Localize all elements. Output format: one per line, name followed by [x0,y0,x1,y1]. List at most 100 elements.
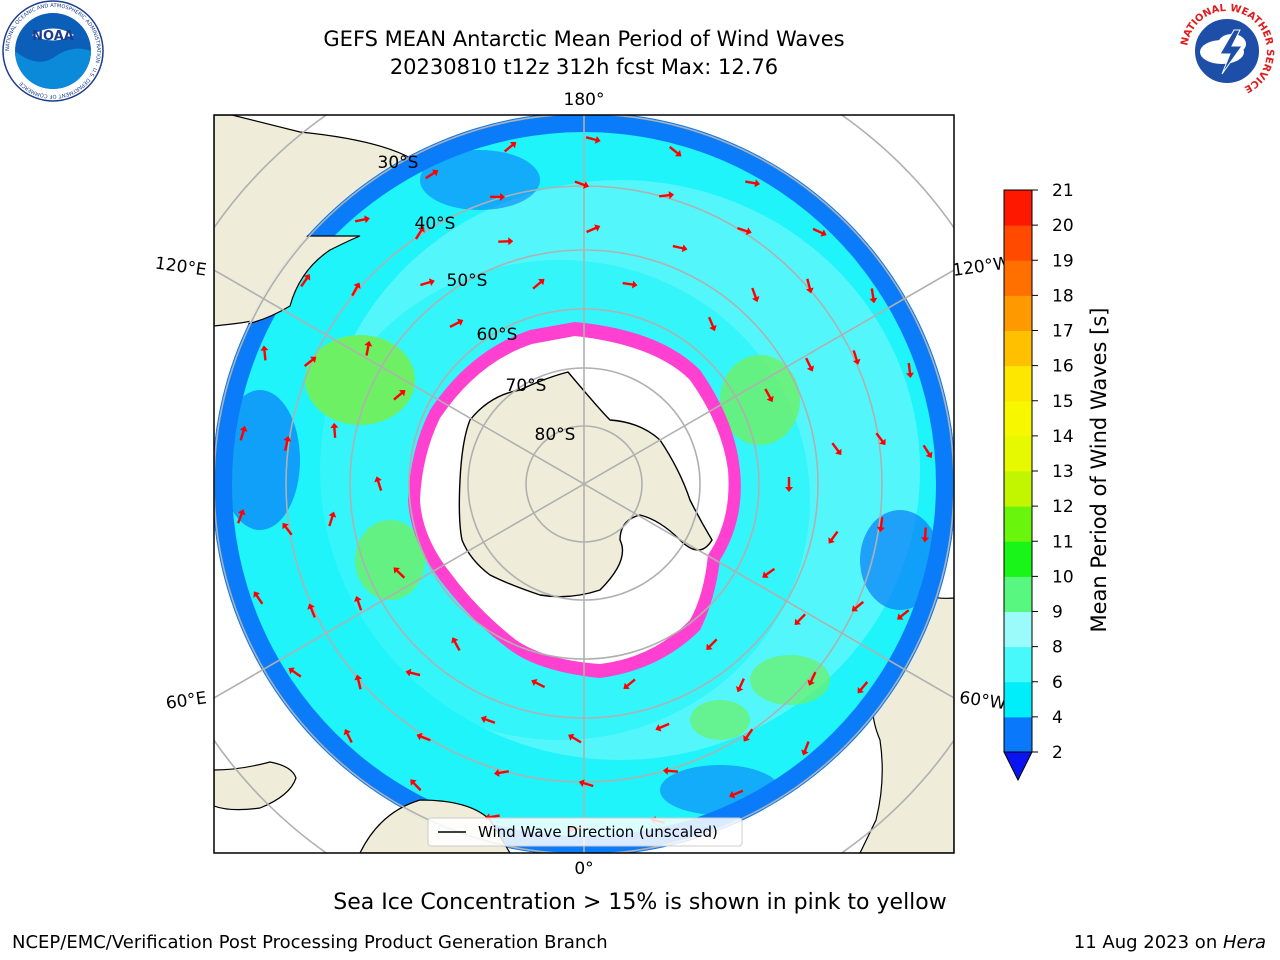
footer-date-text: 11 Aug 2023 on [1073,932,1223,953]
wind-wave-arrow [751,287,760,303]
wind-wave-arrow [897,609,910,620]
colorbar-swatch [1004,506,1032,542]
graticule [214,115,954,853]
nws-logo: NATIONAL WEATHER SERVICE [1177,1,1277,101]
colorbar-swatch [1004,541,1032,577]
wind-wave-arrow [568,733,582,744]
wind-wave-arrow [354,215,370,224]
wind-wave-arrow [503,141,517,153]
colorbar-swatch [1004,471,1032,507]
wind-wave-arrow [393,389,406,401]
wind-wave-arrow [729,789,744,799]
colorbar-tick-label: 8 [1052,638,1063,658]
wind-wave-arrow [762,567,776,578]
colorbar-label: Mean Period of Wind Waves [s] [1087,308,1111,633]
wind-wave-arrow [416,732,431,742]
wind-wave-arrow [906,362,914,378]
wind-wave-arrow [354,674,363,690]
lat-label-30s: 30°S [378,153,419,173]
wind-wave-arrow [764,388,774,403]
lat-label-40s: 40°S [415,214,456,234]
colorbar: 2 4 6 8 9 10 11 12 13 14 15 16 17 18 19 20 21 [1003,181,1074,782]
wind-wave-arrow [586,224,601,234]
wind-wave-arrow [785,477,793,492]
wind-wave-arrow [921,527,930,543]
wind-wave-arrows [237,135,933,834]
lon-label-60e: 60°E [165,688,208,713]
wind-wave-arrow [869,288,878,304]
wind-wave-arrow [851,600,865,612]
colorbar-tick-label: 4 [1052,708,1063,728]
wind-wave-arrow [623,678,636,689]
wind-wave-arrow [857,681,869,694]
lon-label-180: 180° [564,90,605,110]
lon-label-60w: 60°W [958,688,1007,714]
wind-wave-arrow [743,728,754,742]
wind-wave-arrow [303,356,317,367]
colorbar-tick-label: 11 [1052,532,1074,552]
wind-wave-arrow [707,316,717,332]
colorbar-tick-label: 10 [1052,567,1074,587]
wind-wave-arrow [828,530,839,544]
wind-wave-arrow [480,715,496,724]
lon-label-120w: 120°W [951,253,1011,281]
wind-wave-arrow [668,145,682,157]
colorbar-swatch [1004,400,1032,437]
wind-wave-arrow [672,244,688,253]
wind-wave-arrow [532,278,545,290]
colorbar-tick-label: 2 [1052,743,1063,763]
legend-label: Wind Wave Direction (unscaled) [478,823,718,841]
colorbar-swatch [1004,435,1032,472]
colorbar-tick-label: 13 [1052,462,1074,482]
map-axes: Wind Wave Direction (unscaled) [214,115,954,853]
lon-label-120e: 120°E [154,254,208,281]
noaa-logo: NATIONAL OCEANIC AND ATMOSPHERIC ADMINIS… [2,0,104,102]
colorbar-tick-label: 21 [1052,181,1074,201]
wind-wave-arrow [494,769,510,777]
footer-machine: Hera [1222,932,1266,953]
wind-wave-arrow [354,596,363,611]
wind-wave-arrow [622,280,638,289]
colorbar-tick-label: 17 [1052,322,1074,342]
colorbar-swatch [1004,716,1032,753]
wind-wave-arrow [282,522,293,536]
colorbar-tick-label: 18 [1052,286,1074,306]
colorbar-swatch [1004,576,1032,612]
wind-wave-arrow [806,278,814,294]
map-legend: Wind Wave Direction (unscaled) [427,817,743,847]
wind-wave-arrow [490,192,506,201]
wind-wave-arrow [875,432,886,446]
wind-wave-arrow [451,637,461,652]
wind-wave-arrow [585,135,601,144]
lat-label-50s: 50°S [447,271,488,291]
title-line-1: GEFS MEAN Antarctic Mean Period of Wind … [323,27,845,51]
wind-wave-arrow [706,638,718,651]
wind-wave-arrow [393,567,406,579]
sea-ice-note: Sea Ice Concentration > 15% is shown in … [333,890,947,915]
lon-label-0: 0° [574,859,593,879]
colorbar-tick-label: 15 [1052,392,1074,412]
map-frame [213,114,955,854]
wind-wave-arrow [330,422,339,438]
wind-wave-arrow [812,227,827,237]
wind-wave-arrow [364,340,373,356]
wind-wave-arrow [659,191,675,200]
wind-wave-arrow [498,237,514,246]
wind-wave-arrow [253,591,264,605]
wind-wave-arrow [662,766,678,775]
colorbar-swatch [1004,365,1032,402]
wind-wave-arrow [807,671,817,686]
footer-date: 11 Aug 2023 on Hera [1074,932,1266,953]
wind-wave-arrow [351,282,361,297]
wind-wave-arrow [737,226,752,236]
colorbar-tick-label: 12 [1052,497,1074,517]
wind-wave-arrow [831,442,842,456]
noaa-logo-text: NOAA [32,29,74,44]
wind-wave-arrow [239,425,248,441]
wind-wave-arrow [578,779,594,788]
wind-wave-arrow [425,169,439,180]
colorbar-swatch [1004,646,1032,683]
wind-wave-arrow [655,722,670,732]
wind-wave-arrow [307,603,316,618]
